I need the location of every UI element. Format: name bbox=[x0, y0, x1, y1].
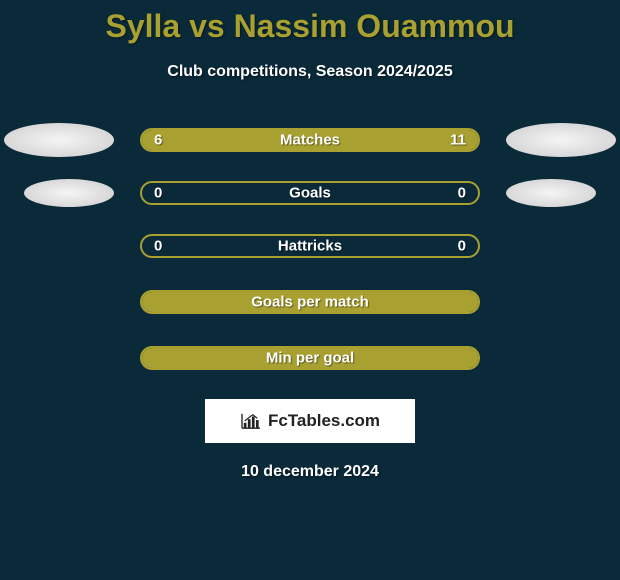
stat-label: Goals per match bbox=[142, 294, 478, 311]
stat-row-min-per-goal: Min per goal bbox=[0, 341, 620, 375]
stat-right-value: 0 bbox=[458, 185, 466, 202]
stat-label: Matches bbox=[142, 132, 478, 149]
stat-bar-goals: 0 Goals 0 bbox=[140, 181, 480, 205]
logo-box: FcTables.com bbox=[205, 399, 415, 443]
logo-text: FcTables.com bbox=[268, 411, 380, 431]
stat-bar-min-per-goal: Min per goal bbox=[140, 346, 480, 370]
stat-row-matches: 6 Matches 11 bbox=[0, 123, 620, 157]
avatar-left bbox=[4, 123, 114, 157]
stat-bar-hattricks: 0 Hattricks 0 bbox=[140, 234, 480, 258]
stat-right-value: 11 bbox=[450, 132, 466, 149]
stat-row-goals-per-match: Goals per match bbox=[0, 285, 620, 319]
avatar-right bbox=[506, 179, 596, 207]
stat-bar-matches: 6 Matches 11 bbox=[140, 128, 480, 152]
avatar-right bbox=[506, 123, 616, 157]
stat-row-goals: 0 Goals 0 bbox=[0, 179, 620, 207]
stat-bar-goals-per-match: Goals per match bbox=[140, 290, 480, 314]
date-line: 10 december 2024 bbox=[0, 463, 620, 481]
chart-icon bbox=[240, 412, 262, 430]
stat-label: Hattricks bbox=[142, 238, 478, 255]
avatar-left bbox=[24, 179, 114, 207]
stat-label: Goals bbox=[142, 185, 478, 202]
stats-container: 6 Matches 11 0 Goals 0 0 Hattricks 0 Goa… bbox=[0, 123, 620, 375]
page-title: Sylla vs Nassim Ouammou bbox=[0, 0, 620, 45]
stat-label: Min per goal bbox=[142, 350, 478, 367]
stat-right-value: 0 bbox=[458, 238, 466, 255]
page-subtitle: Club competitions, Season 2024/2025 bbox=[0, 63, 620, 81]
stat-row-hattricks: 0 Hattricks 0 bbox=[0, 229, 620, 263]
